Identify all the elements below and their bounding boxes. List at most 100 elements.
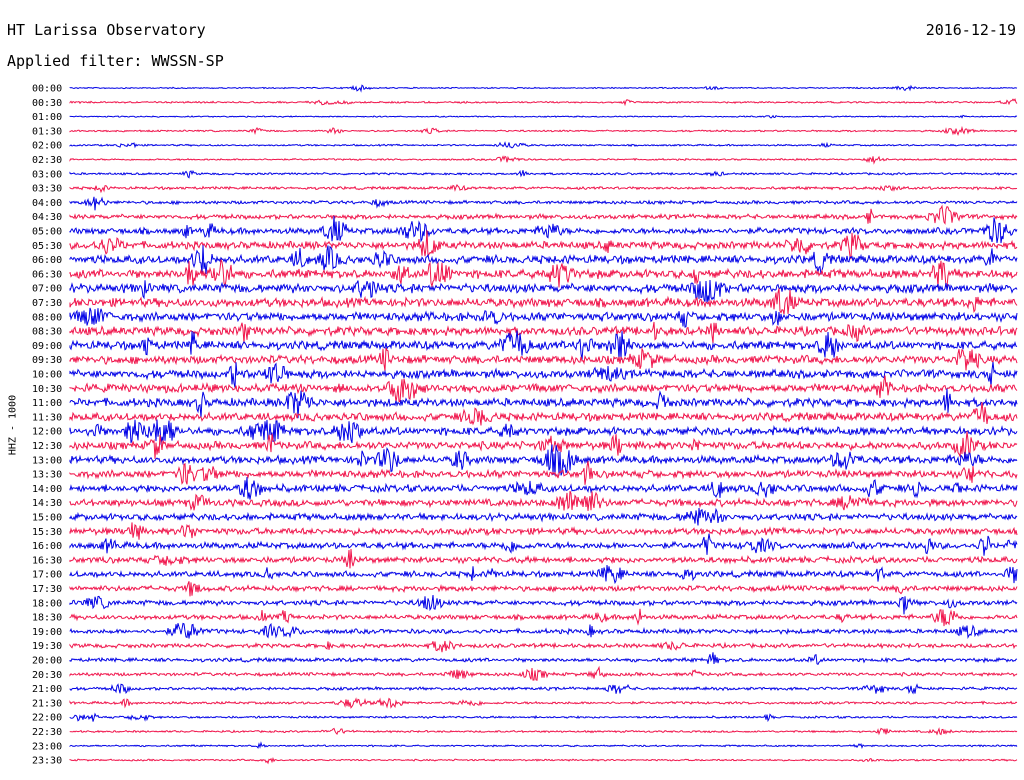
time-label: 05:00 bbox=[32, 227, 62, 238]
time-label: 09:00 bbox=[32, 341, 62, 352]
trace-line bbox=[69, 98, 1018, 107]
time-label: 12:30 bbox=[32, 441, 62, 452]
record-date: 2016-12-19 bbox=[925, 21, 1016, 39]
trace-line bbox=[69, 125, 1018, 137]
trace-line bbox=[69, 490, 1018, 511]
trace-line bbox=[69, 204, 1018, 225]
trace-line bbox=[69, 215, 1018, 244]
time-label: 12:00 bbox=[32, 427, 62, 438]
trace-line bbox=[69, 375, 1018, 403]
time-label: 20:30 bbox=[32, 670, 62, 681]
trace-line bbox=[69, 259, 1018, 289]
trace-line bbox=[69, 330, 1018, 361]
trace-line bbox=[69, 196, 1018, 211]
time-label: 19:30 bbox=[32, 641, 62, 652]
time-label: 13:00 bbox=[32, 455, 62, 466]
time-label: 11:30 bbox=[32, 412, 62, 423]
time-label: 22:30 bbox=[32, 727, 62, 738]
trace-line bbox=[69, 419, 1018, 445]
trace-line bbox=[69, 388, 1018, 419]
time-label: 13:30 bbox=[32, 470, 62, 481]
trace-line bbox=[69, 170, 1018, 179]
trace-line bbox=[69, 652, 1018, 665]
trace-line bbox=[69, 622, 1018, 640]
trace-line bbox=[69, 756, 1018, 765]
time-label: 19:00 bbox=[32, 627, 62, 638]
time-label: 15:30 bbox=[32, 527, 62, 538]
trace-line bbox=[69, 362, 1018, 388]
trace-line bbox=[69, 114, 1018, 119]
time-label: 06:00 bbox=[32, 255, 62, 266]
time-label: 01:30 bbox=[32, 126, 62, 137]
trace-line bbox=[69, 594, 1018, 615]
trace-line bbox=[69, 533, 1018, 556]
trace-line bbox=[69, 522, 1018, 540]
time-label: 03:00 bbox=[32, 169, 62, 180]
trace-line bbox=[69, 697, 1018, 709]
time-label: 02:30 bbox=[32, 155, 62, 166]
trace-line bbox=[69, 347, 1018, 371]
time-label: 22:00 bbox=[32, 713, 62, 724]
time-label: 10:30 bbox=[32, 384, 62, 395]
trace-line bbox=[69, 564, 1018, 585]
trace-line bbox=[69, 84, 1018, 93]
station-title: HT Larissa Observatory bbox=[7, 21, 206, 39]
trace-line bbox=[69, 401, 1018, 426]
trace-line bbox=[69, 683, 1018, 695]
time-label: 07:00 bbox=[32, 284, 62, 295]
trace-line bbox=[69, 431, 1018, 459]
time-label: 20:00 bbox=[32, 656, 62, 667]
trace-line bbox=[69, 321, 1018, 344]
time-label: 03:30 bbox=[32, 184, 62, 195]
trace-line bbox=[69, 548, 1018, 569]
trace-line bbox=[69, 279, 1018, 304]
trace-line bbox=[69, 141, 1018, 149]
trace-line bbox=[69, 245, 1018, 275]
time-label: 09:30 bbox=[32, 355, 62, 366]
trace-line bbox=[69, 712, 1018, 723]
time-label: 16:30 bbox=[32, 555, 62, 566]
time-label: 23:00 bbox=[32, 741, 62, 752]
trace-line bbox=[69, 461, 1018, 485]
time-label: 21:00 bbox=[32, 684, 62, 695]
time-label: 00:00 bbox=[32, 84, 62, 95]
time-label: 08:30 bbox=[32, 327, 62, 338]
time-label: 01:00 bbox=[32, 112, 62, 123]
time-label: 21:30 bbox=[32, 698, 62, 709]
trace-line bbox=[69, 608, 1018, 627]
trace-line bbox=[69, 665, 1018, 681]
time-label: 15:00 bbox=[32, 513, 62, 524]
time-label: 17:00 bbox=[32, 570, 62, 581]
time-label: 06:30 bbox=[32, 269, 62, 280]
trace-line bbox=[69, 640, 1018, 653]
time-label: 17:30 bbox=[32, 584, 62, 595]
trace-line bbox=[69, 477, 1018, 500]
time-label: 08:00 bbox=[32, 312, 62, 323]
time-label: 18:00 bbox=[32, 598, 62, 609]
time-label: 07:30 bbox=[32, 298, 62, 309]
time-label: 23:30 bbox=[32, 756, 62, 767]
time-label: 05:30 bbox=[32, 241, 62, 252]
trace-line bbox=[69, 581, 1018, 597]
filter-label: Applied filter: WWSSN-SP bbox=[7, 52, 224, 70]
time-label: 14:00 bbox=[32, 484, 62, 495]
time-label: 18:30 bbox=[32, 613, 62, 624]
trace-line bbox=[69, 184, 1018, 194]
time-label: 04:30 bbox=[32, 212, 62, 223]
time-label: 16:00 bbox=[32, 541, 62, 552]
trace-line bbox=[69, 230, 1018, 260]
trace-line bbox=[69, 288, 1018, 315]
trace-line bbox=[69, 727, 1018, 736]
trace-line bbox=[69, 444, 1018, 476]
time-label: 11:00 bbox=[32, 398, 62, 409]
trace-line bbox=[69, 741, 1018, 750]
trace-line bbox=[69, 307, 1018, 328]
time-label: 10:00 bbox=[32, 370, 62, 381]
trace-line bbox=[69, 507, 1018, 526]
trace-line bbox=[69, 155, 1018, 165]
time-label: 00:30 bbox=[32, 98, 62, 109]
time-label: 14:30 bbox=[32, 498, 62, 509]
time-label: 02:00 bbox=[32, 141, 62, 152]
time-label: 04:00 bbox=[32, 198, 62, 209]
